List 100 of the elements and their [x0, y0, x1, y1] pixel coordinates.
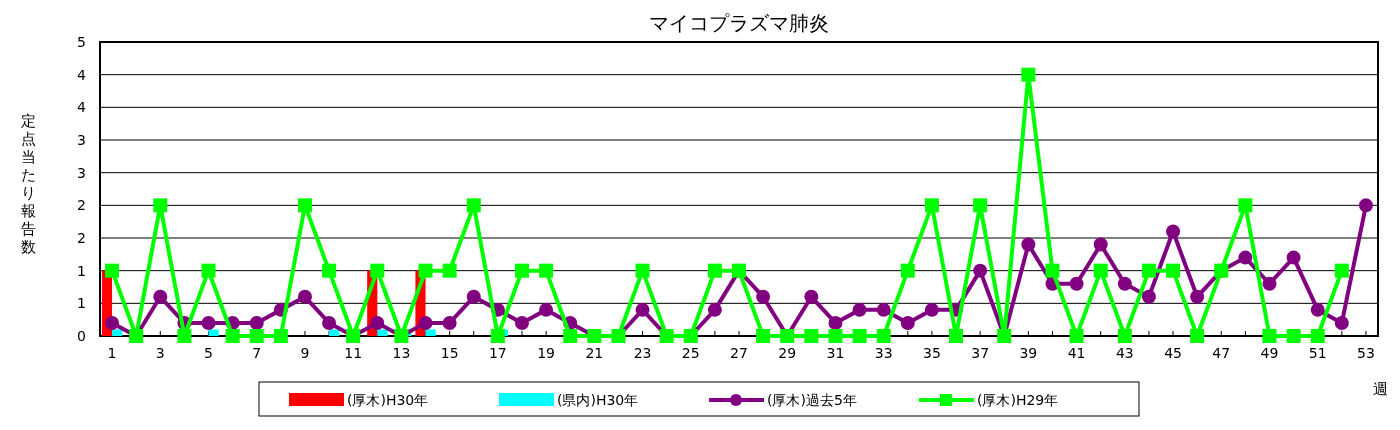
point — [973, 263, 988, 278]
point — [105, 263, 120, 278]
point — [828, 329, 843, 343]
point — [876, 329, 891, 343]
point — [635, 263, 650, 278]
y-tick-label: 3 — [77, 164, 86, 181]
x-tick-label: 39 — [1019, 345, 1038, 361]
x-tick-label: 41 — [1067, 345, 1086, 361]
x-tick-label: 27 — [730, 345, 748, 361]
point — [1021, 237, 1036, 252]
point — [514, 315, 529, 330]
x-tick-label: 5 — [204, 345, 213, 361]
point — [418, 315, 433, 330]
chart-title: マイコプラズマ肺炎 — [649, 11, 829, 35]
point — [322, 315, 337, 330]
y-tick-label: 1 — [77, 295, 86, 312]
point — [1069, 276, 1084, 291]
point — [297, 198, 312, 213]
point — [1262, 329, 1277, 343]
point — [1262, 276, 1277, 291]
x-tick-label: 31 — [826, 345, 845, 361]
point — [153, 198, 168, 213]
point — [1166, 224, 1181, 239]
y-tick-label: 5 — [77, 34, 86, 50]
point — [1238, 250, 1253, 265]
point — [1166, 263, 1181, 278]
point — [466, 198, 481, 213]
point — [1286, 329, 1301, 343]
point — [1045, 263, 1060, 278]
x-tick-label: 29 — [778, 345, 797, 361]
x-tick-label: 19 — [537, 345, 556, 361]
point — [442, 263, 457, 278]
x-tick-label: 49 — [1260, 345, 1279, 361]
point — [1190, 329, 1205, 343]
x-tick-label: 7 — [252, 345, 262, 361]
point — [1093, 237, 1108, 252]
x-tick-label: 45 — [1164, 345, 1182, 361]
point — [563, 329, 578, 343]
point — [490, 329, 505, 343]
point — [273, 329, 288, 343]
point — [1117, 329, 1132, 343]
point — [1286, 250, 1301, 265]
point — [804, 329, 819, 343]
point — [442, 315, 457, 330]
y-tick-label: 4 — [77, 66, 87, 83]
x-tick-label: 9 — [300, 345, 310, 361]
y-axis-title: 定点当たり報告数 — [20, 112, 36, 256]
point — [418, 263, 433, 278]
point — [707, 302, 722, 317]
y-tick-label: 3 — [77, 132, 86, 148]
x-tick-label: 43 — [1115, 345, 1134, 361]
point — [1358, 198, 1373, 213]
x-tick-label: 23 — [633, 345, 652, 361]
legend-label: (厚木)H30年 — [347, 392, 429, 408]
y-tick-label: 2 — [77, 197, 86, 214]
point — [370, 263, 385, 278]
point — [756, 329, 771, 343]
legend-label: (県内)H30年 — [557, 392, 639, 408]
point — [1117, 276, 1132, 291]
point — [539, 302, 554, 317]
point — [1093, 263, 1108, 278]
point — [973, 198, 988, 213]
x-tick-label: 37 — [971, 345, 990, 361]
x-axis-title: 週 — [1372, 380, 1388, 398]
y-tick-label: 1 — [77, 262, 86, 279]
point — [804, 289, 819, 304]
x-tick-label: 51 — [1308, 345, 1327, 361]
point — [177, 329, 192, 343]
x-tick-label: 21 — [585, 345, 604, 361]
point — [249, 315, 264, 330]
legend-label: (厚木)過去5年 — [767, 392, 857, 408]
x-tick-label: 13 — [392, 345, 411, 361]
point — [322, 263, 337, 278]
x-tick-label: 25 — [681, 345, 700, 361]
point — [852, 329, 867, 343]
point — [635, 302, 650, 317]
point — [105, 315, 120, 330]
point — [201, 315, 216, 330]
point — [201, 263, 216, 278]
point — [1334, 315, 1349, 330]
point — [1141, 289, 1156, 304]
point — [756, 289, 771, 304]
point — [1310, 302, 1325, 317]
point — [1310, 329, 1325, 343]
x-tick-label: 33 — [874, 345, 893, 361]
point — [876, 302, 891, 317]
x-tick-label: 1 — [107, 345, 117, 361]
point — [1069, 329, 1084, 343]
x-tick-label: 47 — [1212, 345, 1231, 361]
point — [924, 198, 939, 213]
point — [370, 315, 385, 330]
point — [153, 289, 168, 304]
y-tick-label: 2 — [77, 230, 86, 246]
x-tick-label: 53 — [1357, 345, 1375, 361]
point — [828, 315, 843, 330]
x-tick-label: 11 — [344, 345, 363, 361]
point — [852, 302, 867, 317]
point — [900, 263, 915, 278]
point — [900, 315, 915, 330]
point — [539, 263, 554, 278]
